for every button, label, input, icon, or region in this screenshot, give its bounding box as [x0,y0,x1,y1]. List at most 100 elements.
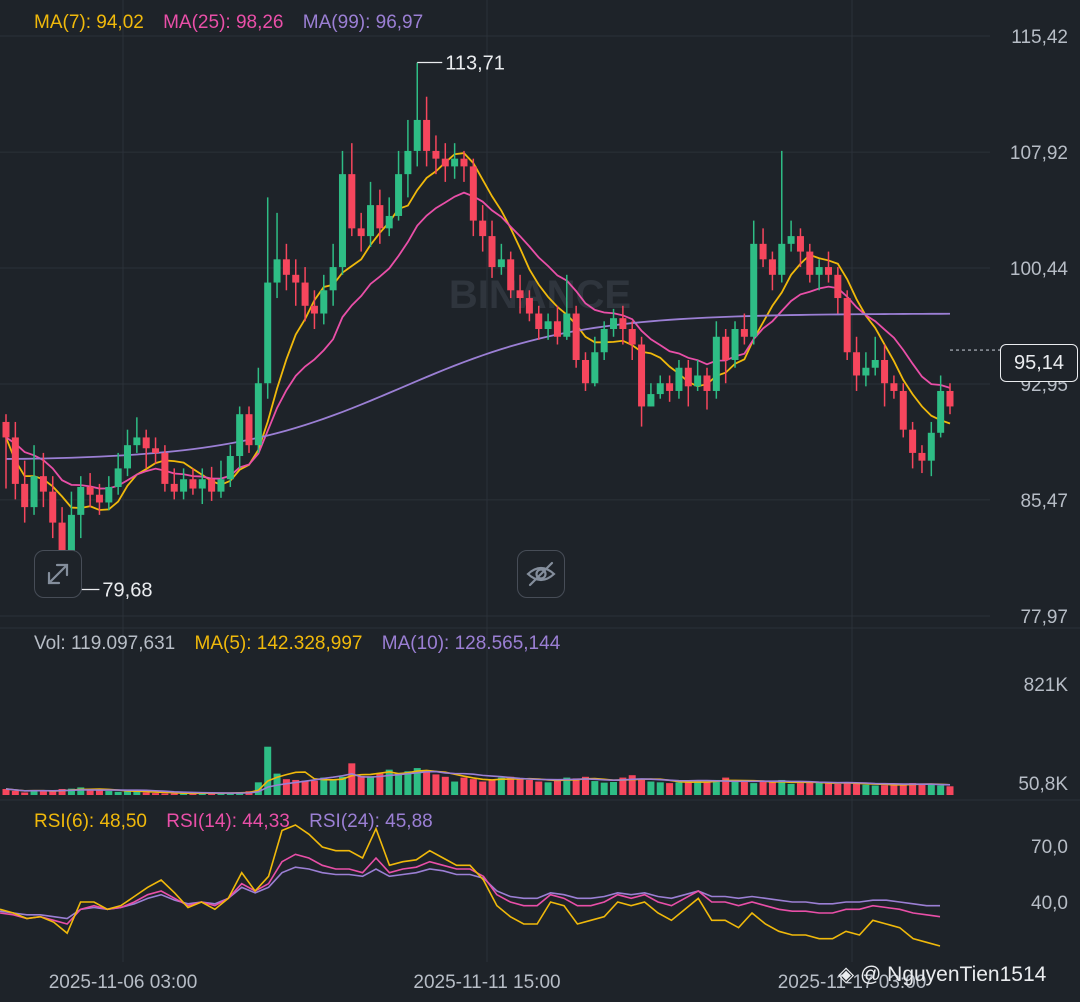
volume-bar [30,790,38,795]
candle-body [77,486,85,515]
candle-body [806,251,814,275]
candle-body [236,414,244,457]
volume-bar [95,790,103,795]
candle-body [638,344,646,407]
volume-bar [638,779,646,795]
expand-button[interactable] [34,550,82,598]
volume-bar [722,777,730,795]
candle-body [273,259,281,283]
volume-bar [282,779,290,795]
volume-bar [310,780,318,795]
volume-bar [675,782,683,795]
volume-bar [395,772,403,795]
annotations: 113,71 79,68 [71,52,505,602]
candle-body [516,290,524,299]
binance-logo-icon: ◈ [838,963,855,986]
ma25-legend: MA(25): 98,26 [163,12,284,33]
candle-body [619,318,627,330]
volume-bar [67,788,75,795]
volume-tick-label: 50,8K [1018,774,1068,795]
candle-body [937,390,945,433]
volume-bar [600,782,608,795]
author-name: @ NguyenTien1514 [860,963,1047,986]
rsi24-line [0,866,940,920]
volume-bar [124,791,132,795]
candle-body [796,236,804,252]
volume-bar [86,789,94,795]
volume-bar [544,782,552,795]
volume-bar [413,768,421,795]
volume-bar [843,782,851,795]
candle-body [778,243,786,275]
volume-bar [666,783,674,795]
volume-bar [572,778,580,795]
candle-body [58,522,66,557]
author-watermark: ◈ @ NguyenTien1514 [838,962,1046,987]
candle-body [731,329,739,360]
candle-body [946,390,954,407]
candle-body [264,282,272,384]
volume-bar [871,785,879,795]
candle-body [226,456,234,480]
volume-bar [2,788,10,795]
volume-bar [881,785,889,795]
candle-body [105,486,113,503]
candle-body [413,119,421,151]
candle-body [628,329,636,345]
volume-bar [21,792,29,795]
candle-body [656,383,664,395]
high-price-label: 113,71 [445,52,505,74]
volume-bar [890,784,898,795]
candle-body [647,394,655,407]
volume-bar [684,781,692,795]
candle-body [404,150,412,175]
volume-legend: Vol: 119.097,631 MA(5): 142.328,997 MA(1… [34,633,574,655]
candle-body [768,259,776,275]
candle-body [170,483,178,492]
volume-bar [656,782,664,795]
volume-bar [712,779,720,795]
candle-body [367,205,375,237]
volume-bar [535,781,543,795]
candle-body [479,220,487,237]
time-tick-label: 2025-11-11 15:00 [413,972,560,993]
volume-bar [899,783,907,795]
candle-body [292,274,300,283]
candle-body [2,421,10,438]
volume-bar [787,783,795,795]
candle-body [310,305,318,314]
candle-body [282,259,290,275]
candle-body [815,267,823,275]
volume-bar [610,782,618,795]
candle-body [834,274,842,299]
candle-body [432,150,440,159]
time-tick-label: 2025-11-17 03:00 [778,972,927,993]
candle-body [161,452,169,484]
volume-bar [208,793,216,795]
hide-indicators-button[interactable] [517,550,565,598]
candle-body [535,313,543,330]
candle-body [824,267,832,275]
volume-bar [329,779,337,795]
volume-bar [161,793,169,795]
candle-body [890,383,898,391]
candle-body [395,174,403,216]
price-legend: MA(7): 94,02 MA(25): 98,26 MA(99): 96,97 [34,12,437,34]
candle-body [853,352,861,376]
candle-body [86,486,94,495]
candle-body [329,267,337,291]
rsi6-line [0,824,941,947]
candle-body [581,359,589,384]
volume-bar [385,769,393,795]
volume-bar [39,790,47,795]
candle-body [694,375,702,387]
ma7-legend: MA(7): 94,02 [34,12,144,33]
candle-body [488,236,496,268]
candle-body [591,352,599,384]
candle-body [254,383,262,446]
candle-body [909,429,917,453]
candle-body [610,318,618,330]
candle-body [385,215,393,229]
